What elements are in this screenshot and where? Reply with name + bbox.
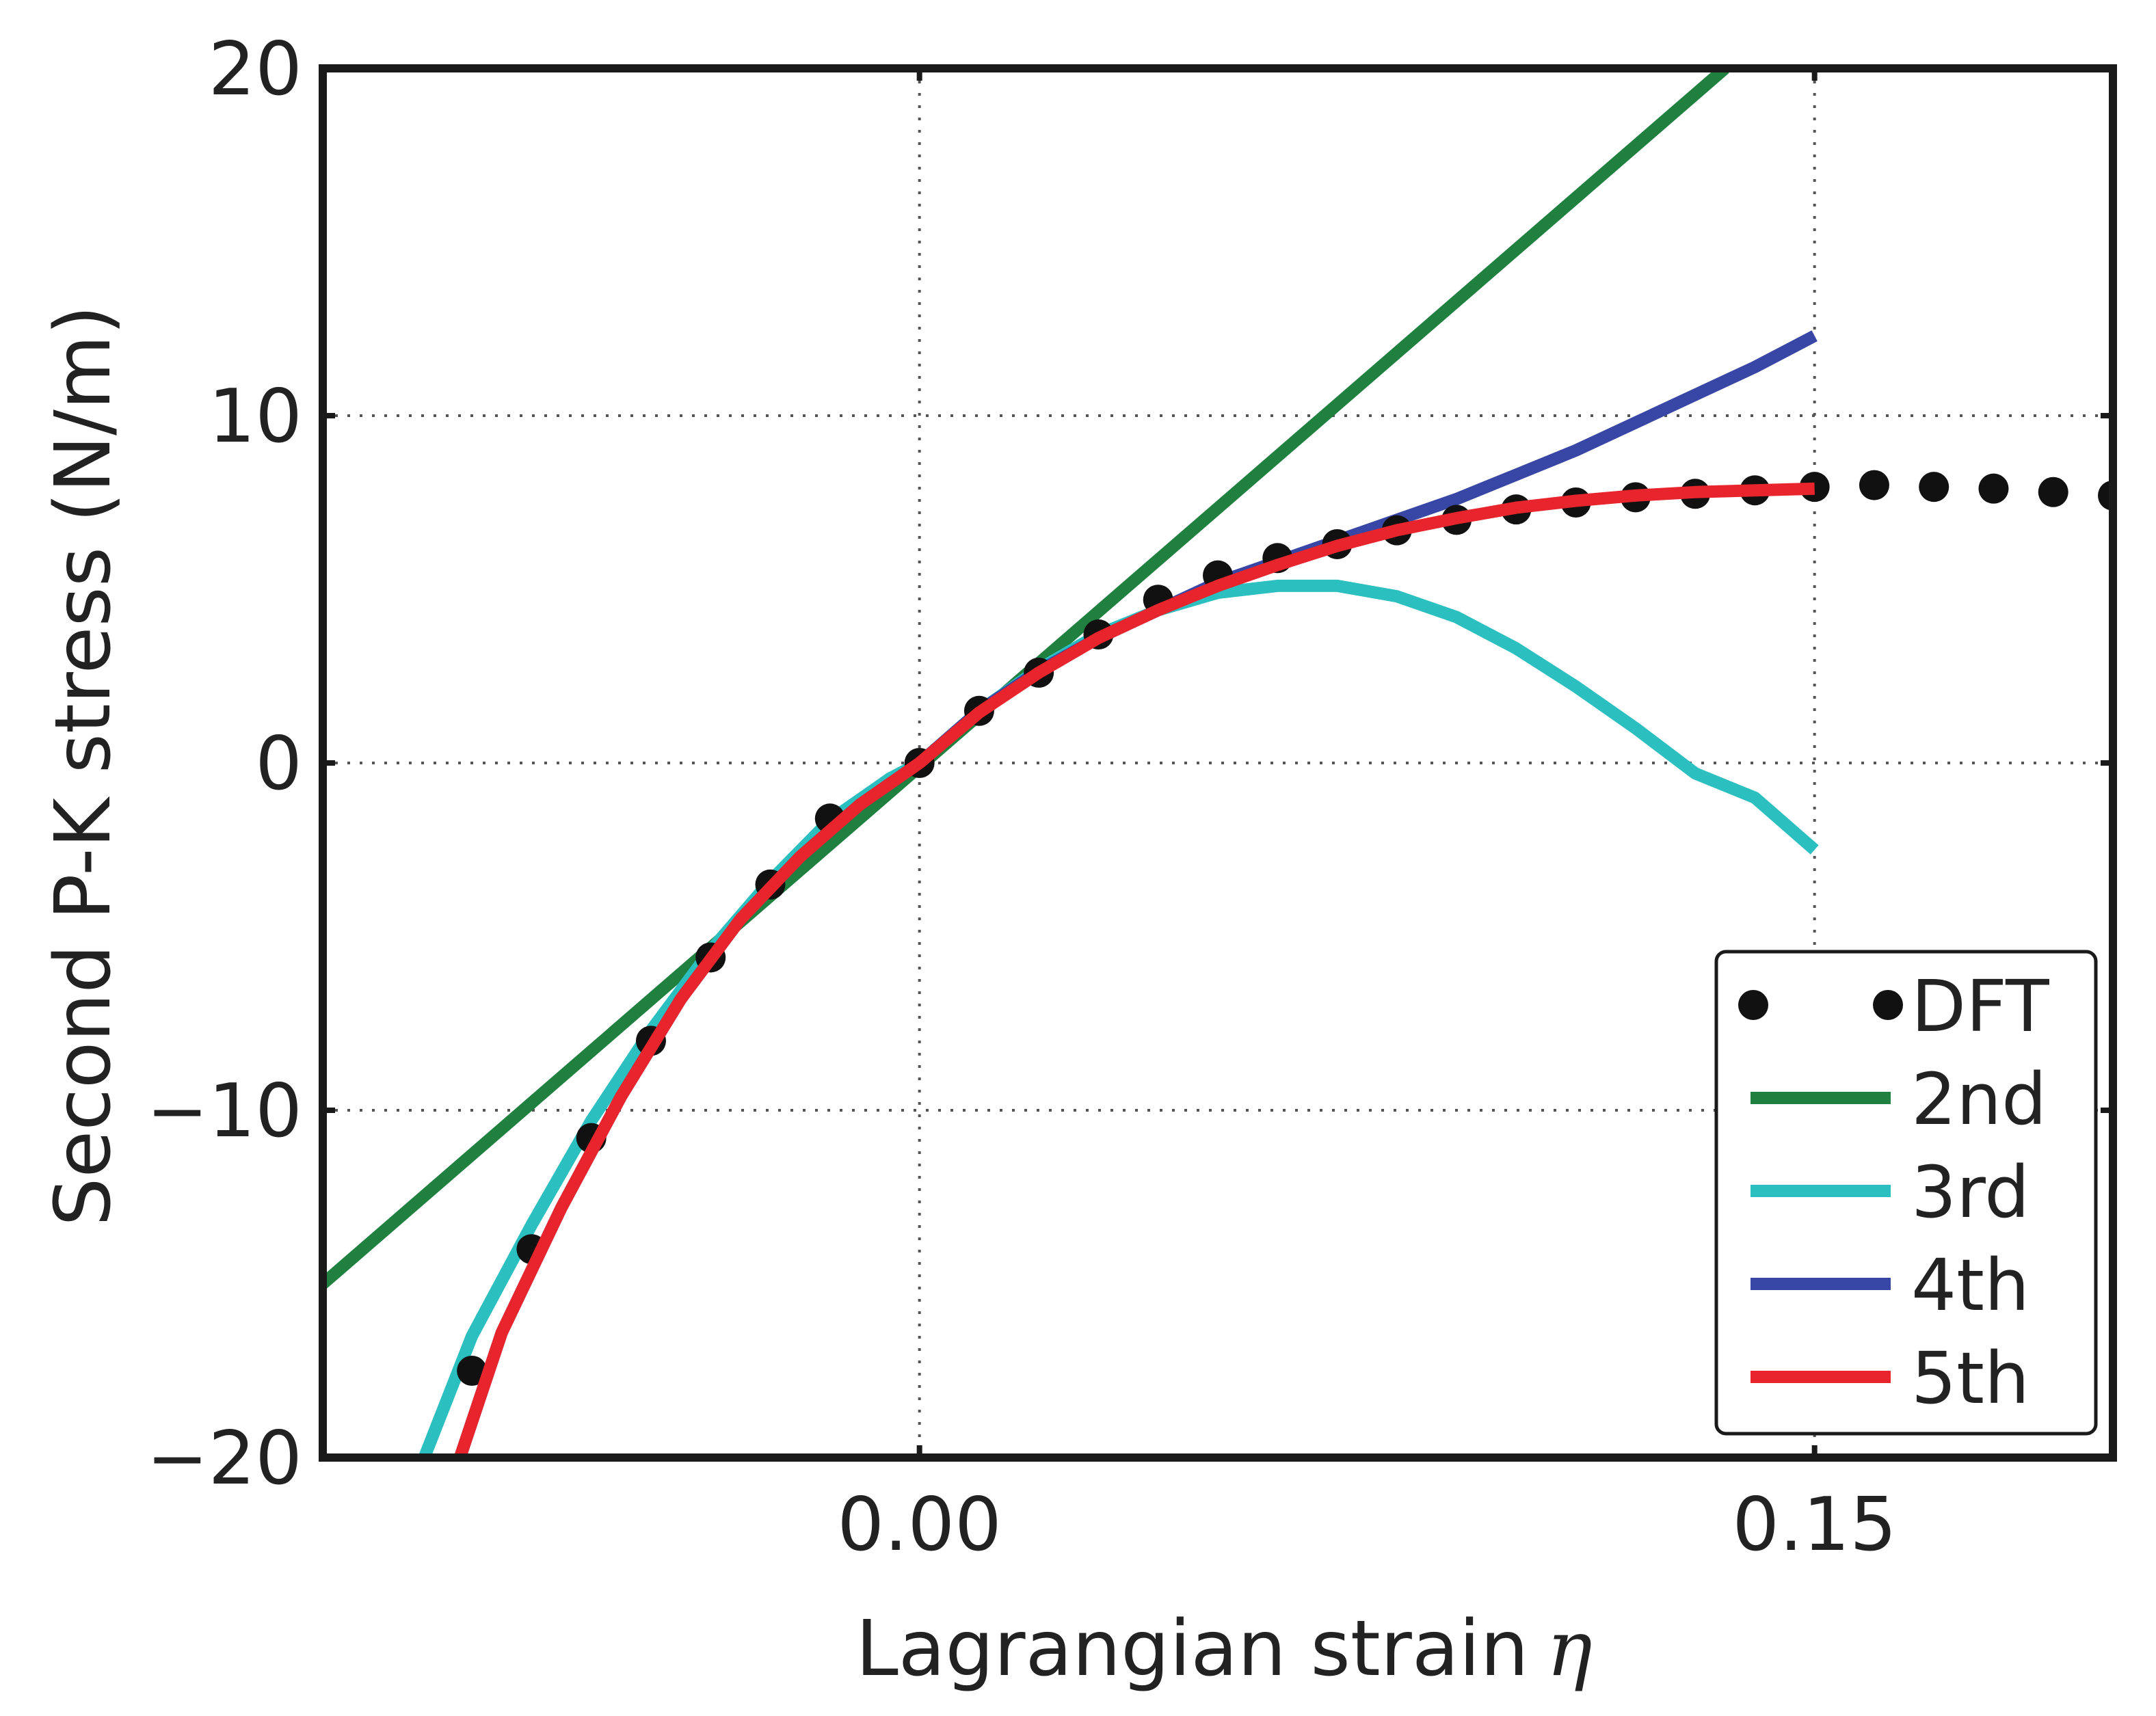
x-tick-label-1: 0.15 <box>1732 1482 1896 1568</box>
y-tick-label-4: 20 <box>209 27 302 112</box>
legend-item-2nd: 2nd <box>1751 1058 2047 1141</box>
y-tick-label-3: 10 <box>209 374 302 459</box>
legend-item-5th: 5th <box>1751 1337 2029 1420</box>
legend-label-DFT: DFT <box>1911 965 2049 1048</box>
y-axis-label: Second P-K stress (N/m) <box>39 305 128 1226</box>
dft-point-26 <box>2038 477 2068 507</box>
legend-items: DFT 2nd 3rd 4th 5th <box>1738 965 2049 1420</box>
legend-item-DFT: DFT <box>1738 965 2049 1048</box>
legend-item-3rd: 3rd <box>1751 1151 2029 1234</box>
legend-label-3rd: 3rd <box>1911 1151 2029 1234</box>
x-axis-label: Lagrangian strain η <box>855 1605 1592 1693</box>
legend-label-4th: 4th <box>1911 1244 2029 1327</box>
legend-label-5th: 5th <box>1911 1337 2029 1420</box>
dft-point-0 <box>457 1356 488 1386</box>
series-layer <box>323 68 2113 1458</box>
legend-box <box>1714 950 2098 1436</box>
x-tick-label-0: 0.00 <box>837 1482 1001 1568</box>
legend-item-4th: 4th <box>1751 1244 2029 1327</box>
x-axis-label-text: Lagrangian strain <box>855 1605 1528 1693</box>
dft-point-25 <box>1978 473 2009 504</box>
legend-marker-dft-left <box>1738 990 1768 1020</box>
dft-point-23 <box>1859 470 1889 500</box>
dft-point-24 <box>1919 472 1949 502</box>
tick-marks <box>323 66 2113 1460</box>
tick-labels: 0.00 0.15 −20 −10 0 10 20 <box>146 27 1897 1568</box>
series-clip-group <box>323 68 2113 1458</box>
legend-marker-dft-right <box>1873 990 1903 1020</box>
legend-label-2nd: 2nd <box>1911 1058 2047 1141</box>
legend: DFT 2nd 3rd 4th 5th <box>1714 950 2098 1436</box>
y-tick-label-2: 0 <box>255 721 302 807</box>
y-tick-label-0: −20 <box>146 1416 302 1501</box>
series-line-5th <box>454 482 1815 1458</box>
x-axis-label-symbol: η <box>1547 1605 1593 1693</box>
y-tick-label-1: −10 <box>146 1069 302 1154</box>
